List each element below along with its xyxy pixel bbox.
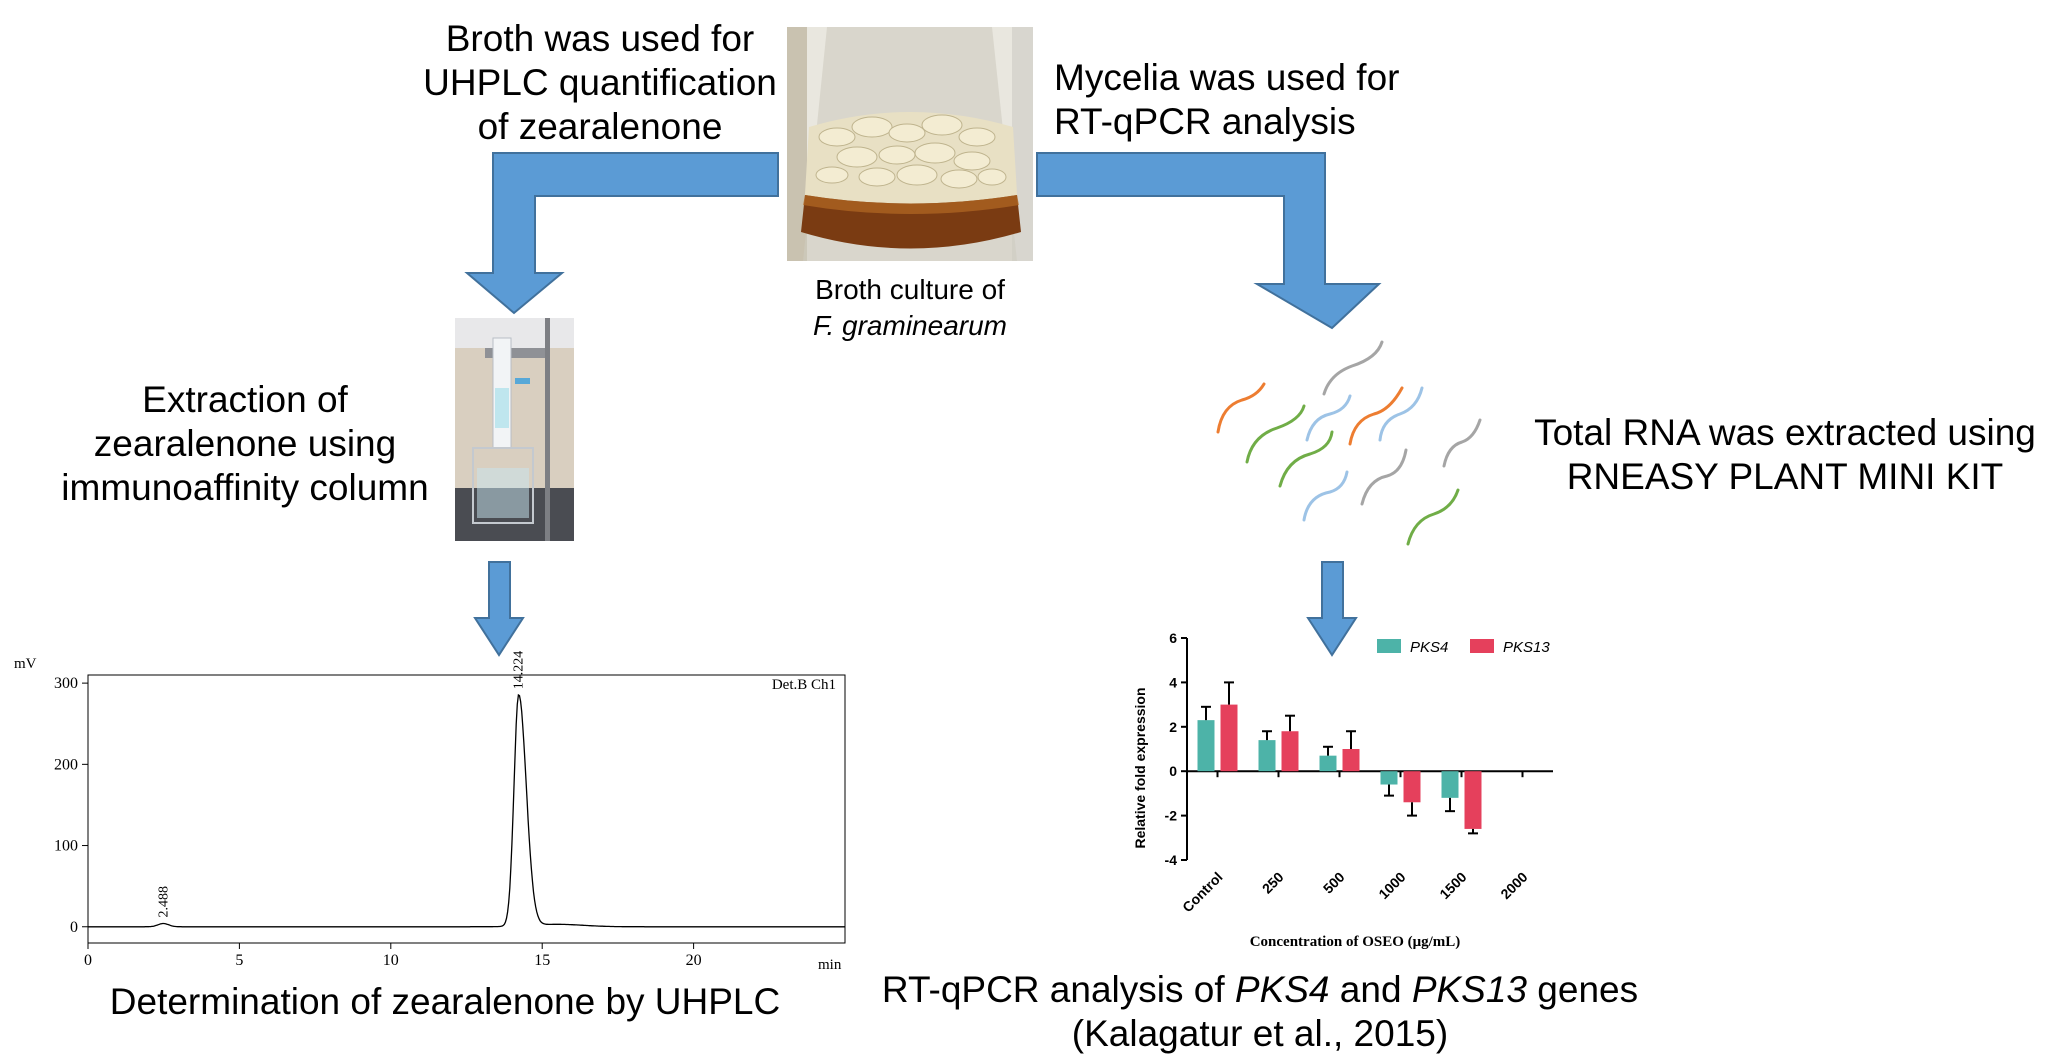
rna-strands	[1216, 340, 1482, 546]
qpcr-legend-swatch	[1377, 639, 1401, 653]
chrom-y-tick-label: 100	[54, 838, 78, 855]
qpcr-y-tick-label: -4	[1165, 852, 1178, 868]
mycelia-used-label: Mycelia was used for RT-qPCR analysis	[1054, 57, 1400, 142]
rna-strand	[1322, 340, 1384, 396]
qpcr-legend-swatch	[1470, 639, 1494, 653]
qpcr-y-tick-label: -2	[1165, 808, 1178, 824]
qpcr-legend-label: PKS13	[1503, 639, 1550, 656]
gene-pks4: PKS4	[1234, 969, 1330, 1010]
caption-text: genes	[1527, 969, 1639, 1010]
rna-strand	[1360, 448, 1408, 506]
qpcr-bar	[1220, 704, 1238, 772]
qpcr-bar	[1464, 771, 1482, 829]
qpcr-y-label: Relative fold expression	[1132, 687, 1148, 848]
qpcr-bar	[1319, 755, 1337, 772]
caption-text: RT-qPCR analysis of	[881, 969, 1235, 1010]
qpcr-bar	[1441, 771, 1459, 798]
rna-strand	[1442, 418, 1482, 468]
rna-extraction-label: Total RNA was extracted using RNEASY PLA…	[1534, 412, 2036, 497]
citation: (Kalagatur et al., 2015)	[1071, 1013, 1449, 1054]
qpcr-x-tick-label: 1500	[1436, 869, 1469, 902]
qpcr-y-tick-label: 2	[1169, 719, 1177, 735]
arrow-to-extraction	[464, 152, 779, 315]
rtqpcr-bar-chart: PKS4 PKS13 -4 -2 0 2 4 6 Control 250 500 1000 1500 2…	[1132, 630, 1553, 950]
chrom-x-tick-label: 20	[686, 952, 702, 969]
qpcr-y-tick-label: 6	[1169, 630, 1177, 646]
chrom-y-tick-label: 0	[70, 919, 78, 936]
rna-strand	[1245, 404, 1306, 464]
chrom-y-unit: mV	[14, 656, 37, 672]
chrom-trace	[88, 693, 845, 928]
qpcr-bar	[1258, 740, 1276, 772]
qpcr-bar	[1342, 749, 1360, 772]
qpcr-bar	[1380, 771, 1398, 785]
arrow-to-rna	[1036, 152, 1382, 330]
qpcr-y-tick-label: 0	[1169, 763, 1177, 779]
qpcr-x-tick-label: 1000	[1375, 869, 1408, 902]
chrom-x-unit: min	[818, 957, 842, 973]
rna-strand	[1406, 488, 1460, 546]
rna-strand	[1302, 470, 1349, 522]
broth-used-label: Broth was used for UHPLC quantification …	[423, 18, 777, 147]
qpcr-x-tick-label: Control	[1179, 869, 1226, 916]
caption-text: and	[1329, 969, 1412, 1010]
qpcr-x-tick-label: 500	[1320, 869, 1348, 897]
broth-culture-photo	[787, 27, 1033, 261]
qpcr-y-tick-label: 4	[1169, 674, 1177, 690]
qpcr-bar	[1281, 731, 1299, 772]
rna-strand	[1278, 430, 1334, 488]
immunoaffinity-column-photo	[455, 318, 574, 541]
chrom-x-tick-label: 15	[534, 952, 550, 969]
qpcr-x-tick-label: 250	[1259, 869, 1287, 897]
chrom-y-tick-label: 200	[54, 756, 78, 773]
qpcr-bar	[1403, 771, 1421, 803]
chrom-x-tick-label: 0	[84, 952, 92, 969]
qpcr-x-tick-label: 2000	[1497, 869, 1530, 902]
rna-strand	[1305, 394, 1352, 442]
chrom-peak-label: 2.488	[156, 886, 171, 918]
chrom-frame	[87, 674, 846, 944]
arrow-to-qpcr	[1306, 561, 1358, 657]
qpcr-bar	[1197, 720, 1215, 772]
broth-culture-caption: Broth culture of F. graminearum	[812, 274, 1007, 341]
chrom-x-tick-label: 5	[235, 952, 243, 969]
qpcr-x-label: Concentration of OSEO (μg/mL)	[1250, 934, 1461, 950]
arrow-to-uhplc	[473, 561, 525, 657]
rna-strand	[1216, 382, 1266, 434]
chrom-x-tick-label: 10	[383, 952, 399, 969]
chrom-peak-label: 14.224	[512, 651, 527, 690]
determination-label: Determination of zearalenone by UHPLC	[109, 981, 781, 1022]
qpcr-legend-label: PKS4	[1410, 639, 1448, 656]
gene-pks13: PKS13	[1411, 969, 1528, 1010]
rna-strand	[1378, 386, 1424, 442]
chrom-legend: Det.B Ch1	[772, 677, 836, 693]
rtqpcr-caption: RT-qPCR analysis of PKS4 and PKS13 genes…	[880, 968, 1640, 1056]
rna-strand	[1348, 386, 1404, 446]
extraction-label: Extraction of zearalenone using immunoaf…	[61, 379, 429, 508]
chrom-y-tick-label: 300	[54, 675, 78, 692]
